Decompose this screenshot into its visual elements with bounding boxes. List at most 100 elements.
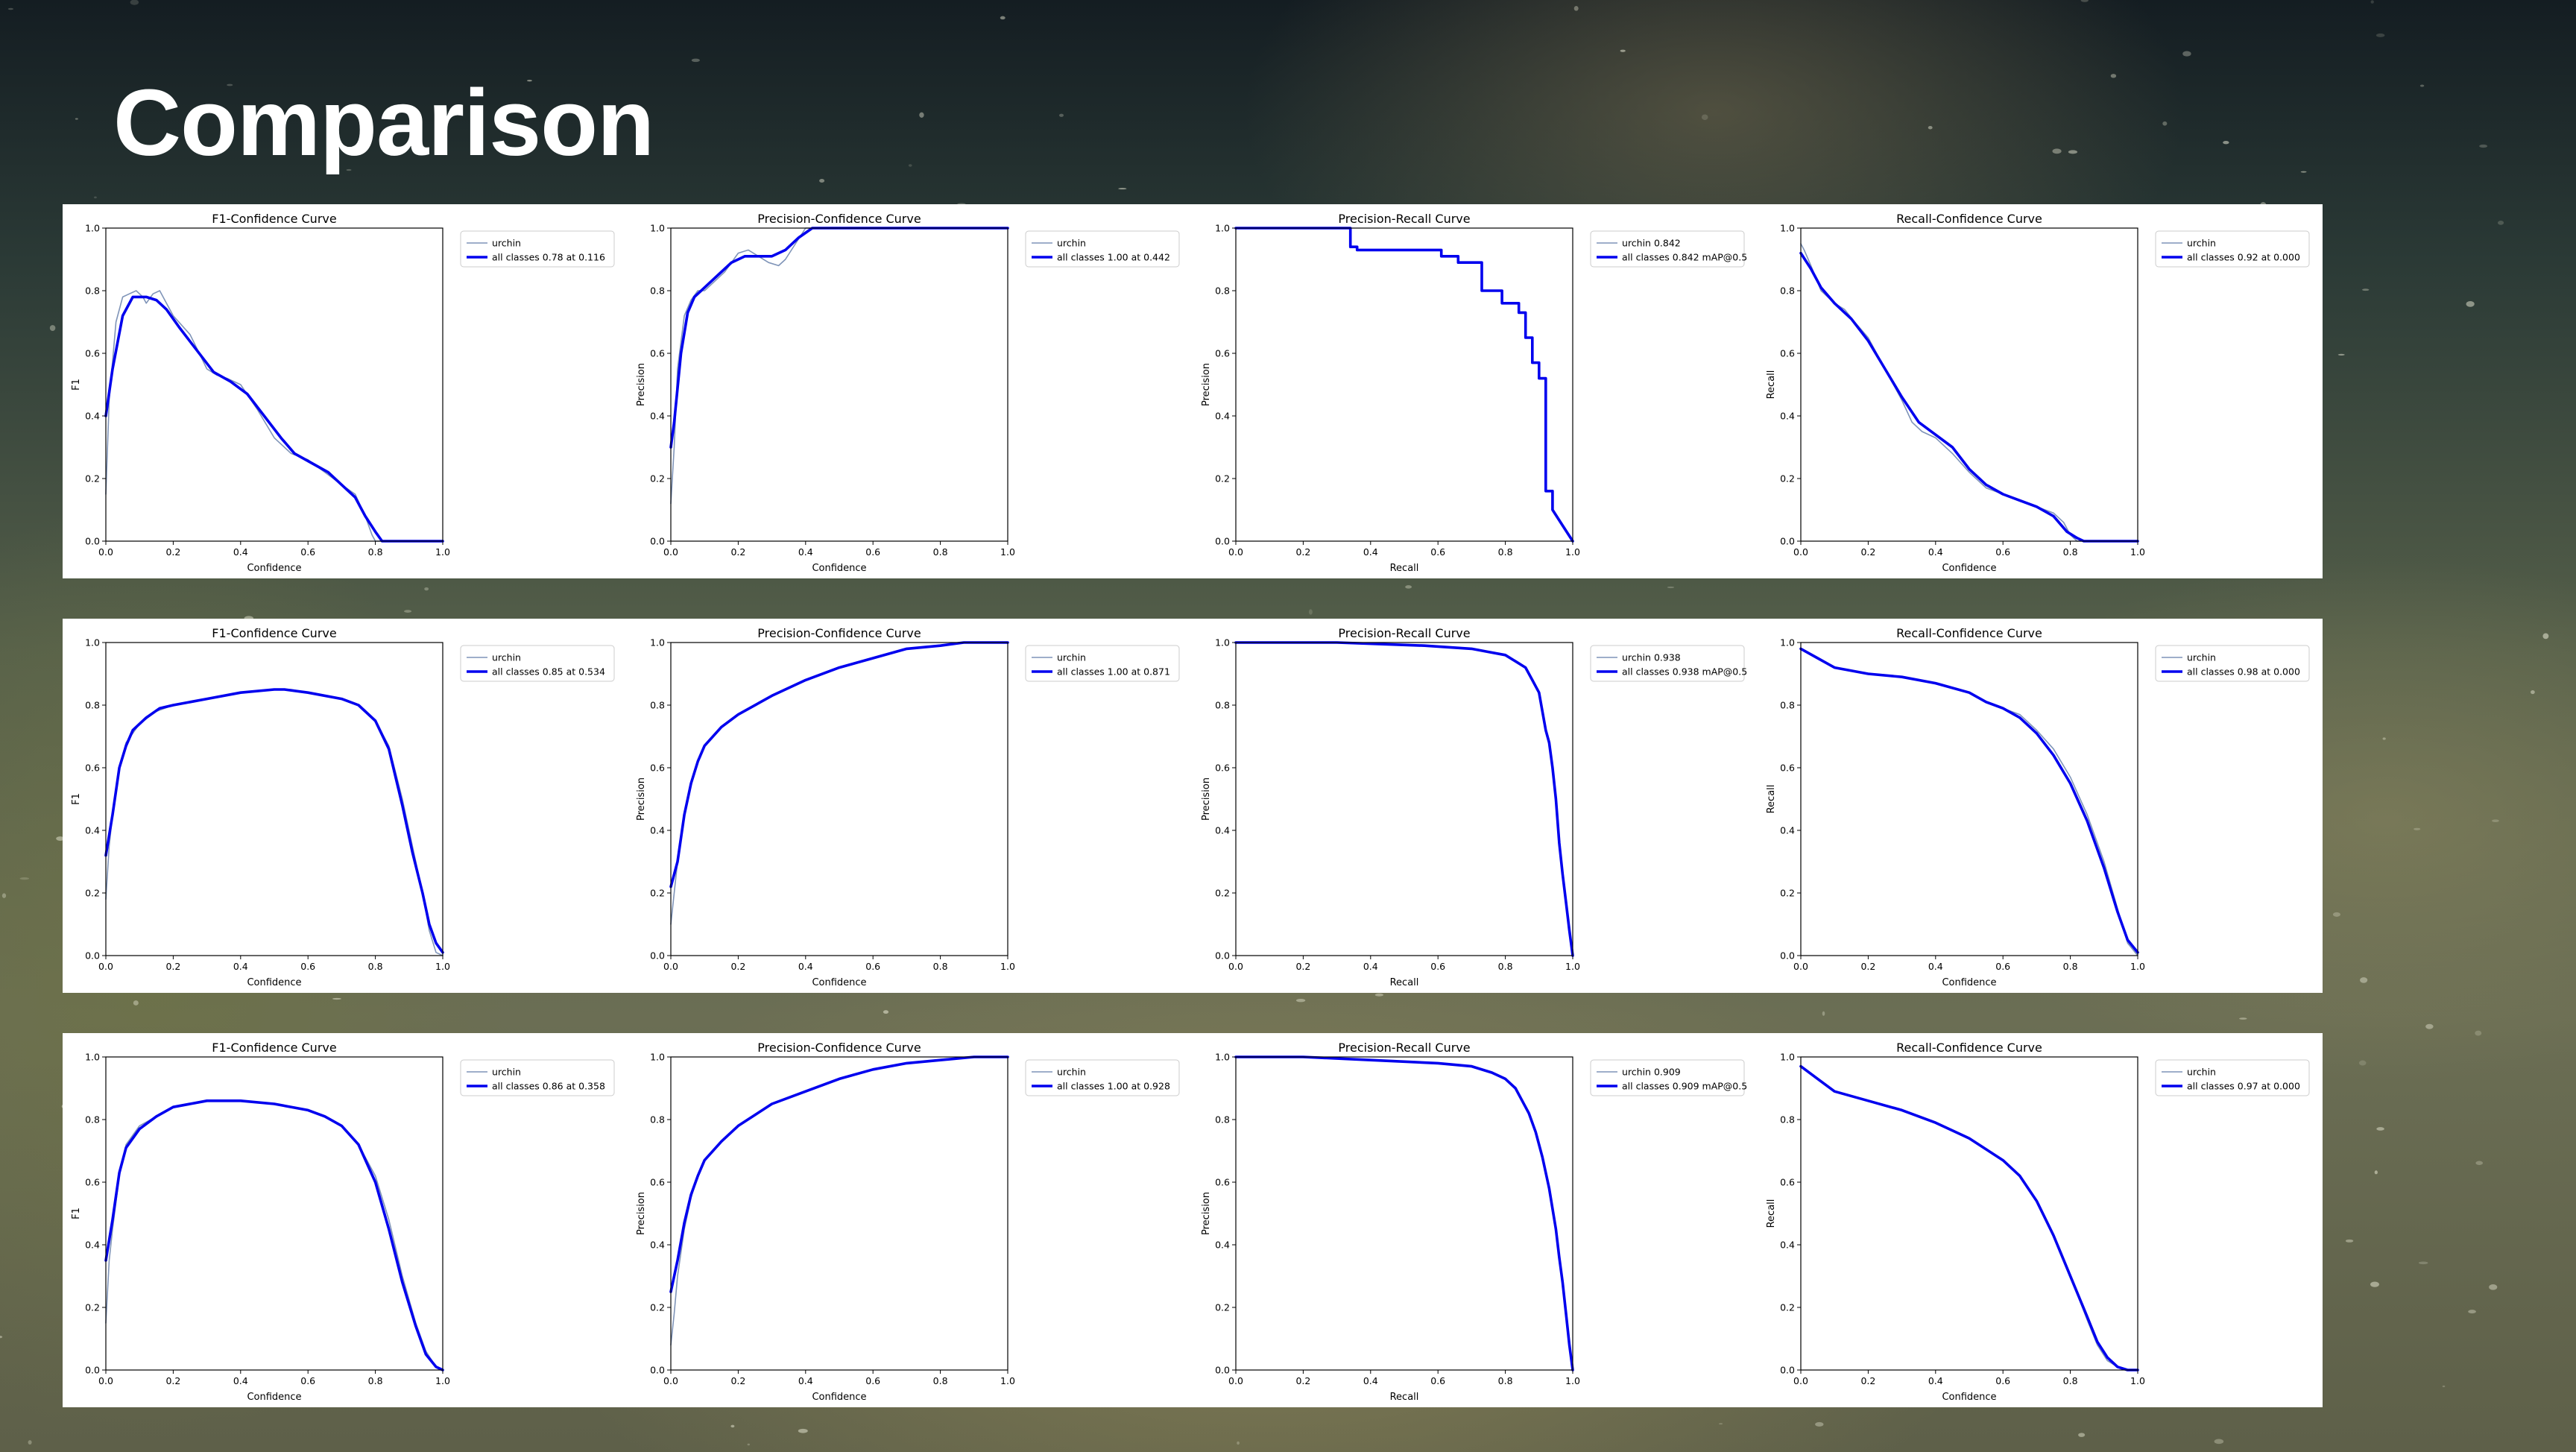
series-group (1799, 1064, 2139, 1371)
y-tick-label: 0.6 (85, 763, 100, 774)
series-group (669, 227, 1009, 505)
speckle (1815, 1421, 1824, 1427)
speckle (747, 1443, 750, 1446)
speckle (437, 111, 442, 116)
speckle (2414, 827, 2421, 830)
x-tick-label: 0.8 (933, 1375, 948, 1386)
speckle (2068, 150, 2078, 154)
speckle (2475, 1030, 2482, 1036)
y-tick-label: 0.0 (650, 536, 665, 547)
speckle (424, 587, 429, 591)
legend-label: all classes 0.909 mAP@0.5 (1622, 1081, 1747, 1092)
x-tick-label: 0.4 (1363, 961, 1378, 972)
speckle (1701, 114, 1708, 121)
speckle (227, 83, 233, 86)
x-tick-label: 0.6 (1995, 1375, 2010, 1386)
x-tick-label: 0.6 (865, 546, 880, 558)
x-axis-label: Confidence (247, 1392, 301, 1403)
x-tick-label: 0.4 (233, 546, 248, 558)
x-tick-label: 0.6 (1995, 961, 2010, 972)
speckle (1295, 998, 1306, 1003)
speckle (1, 893, 7, 898)
series-line-class (105, 689, 443, 956)
chart-title: Recall-Confidence Curve (1896, 626, 2042, 640)
x-tick-label: 0.0 (663, 546, 678, 558)
legend: urchin all classes 1.00 at 0.928 (1025, 1059, 1180, 1096)
x-tick-label: 0.6 (865, 961, 880, 972)
speckle (2489, 1284, 2498, 1290)
speckle (2382, 737, 2386, 740)
x-tick-label: 1.0 (435, 546, 450, 558)
chart-10: Precision-Confidence Curve 0.0 0.2 0.4 0.6 0.… (636, 1041, 1180, 1403)
x-tick-label: 0.0 (98, 1375, 113, 1386)
series-line-class (1800, 648, 2138, 956)
x-tick-label: 0.6 (1430, 961, 1445, 972)
x-tick-label: 0.0 (1228, 1375, 1243, 1386)
x-tick-label: 0.0 (1228, 961, 1243, 972)
legend-label: all classes 0.78 at 0.116 (492, 252, 605, 263)
x-axis-label: Confidence (1942, 563, 1996, 574)
legend: urchin all classes 0.85 at 0.534 (460, 645, 615, 682)
y-tick-label: 0.0 (85, 950, 100, 962)
speckle (94, 196, 97, 199)
y-axis-label: Recall (1766, 370, 1777, 400)
y-tick-label: 0.2 (85, 1302, 100, 1313)
series-line-all-classes (669, 1055, 1009, 1293)
legend: urchin 0.938 all classes 0.938 mAP@0.5 (1590, 645, 1747, 682)
legend: urchin 0.909 all classes 0.909 mAP@0.5 (1590, 1059, 1747, 1096)
y-tick-label: 0.6 (650, 348, 665, 359)
speckle (1374, 993, 1384, 997)
y-axis-label: F1 (71, 793, 82, 805)
legend-label: all classes 0.842 mAP@0.5 (1622, 252, 1747, 263)
y-tick-label: 0.0 (650, 1365, 665, 1376)
legend-label: urchin (1057, 1067, 1086, 1078)
x-tick-label: 0.4 (1363, 1375, 1378, 1386)
legend-label: urchin (2187, 652, 2216, 663)
speckle (2182, 51, 2191, 57)
y-tick-label: 0.0 (1780, 950, 1795, 962)
x-tick-label: 0.2 (1860, 1375, 1875, 1386)
legend-box (460, 230, 615, 268)
y-tick-label: 0.0 (1215, 536, 1230, 547)
y-tick-label: 0.8 (85, 1114, 100, 1126)
y-tick-label: 0.2 (85, 473, 100, 484)
y-tick-label: 0.8 (650, 1114, 665, 1126)
x-axis-label: Confidence (247, 977, 301, 988)
chart-5: F1-Confidence Curve 0.0 0.2 0.4 0.6 0.8 1.0 0.0… (71, 626, 615, 988)
y-tick-label: 0.4 (1215, 825, 1230, 836)
speckle (1405, 585, 1412, 589)
y-tick-label: 0.6 (85, 1177, 100, 1188)
series-line-all-classes (104, 688, 444, 954)
x-tick-label: 0.0 (663, 961, 678, 972)
x-tick-label: 0.2 (730, 961, 745, 972)
legend-box (1590, 1059, 1745, 1096)
speckle (7, 7, 13, 10)
series-group (669, 641, 1009, 925)
legend-label: urchin (492, 1067, 521, 1078)
legend-label: all classes 1.00 at 0.871 (1057, 666, 1170, 678)
chart-3: Precision-Recall Curve 0.0 0.2 0.4 0.6 0.8 1.0… (1201, 212, 1747, 574)
chart-1: F1-Confidence Curve 0.0 0.2 0.4 0.6 0.8 1.0 0.0… (71, 212, 615, 574)
x-tick-label: 0.6 (1430, 1375, 1445, 1386)
series-line-all-classes (669, 227, 1009, 449)
speckle (2370, 1281, 2379, 1287)
speckle (49, 325, 56, 331)
y-axis-label: Recall (1766, 785, 1777, 814)
x-tick-label: 0.2 (165, 961, 180, 972)
series-line-all-classes (1234, 227, 1574, 543)
x-tick-label: 1.0 (2130, 961, 2145, 972)
x-tick-label: 0.8 (2063, 546, 2078, 558)
legend-box (460, 1059, 615, 1096)
y-tick-label: 1.0 (85, 637, 100, 648)
speckle (819, 179, 825, 183)
speckle (404, 610, 412, 613)
speckle (2370, 0, 2374, 4)
x-tick-label: 0.4 (798, 961, 813, 972)
legend: urchin all classes 1.00 at 0.871 (1025, 645, 1180, 682)
series-line-class (670, 227, 1008, 505)
x-axis-label: Confidence (1942, 977, 1996, 988)
speckle (526, 80, 532, 82)
y-tick-label: 0.2 (1780, 888, 1795, 899)
y-tick-label: 0.8 (85, 700, 100, 711)
speckle (1237, 1441, 1240, 1445)
